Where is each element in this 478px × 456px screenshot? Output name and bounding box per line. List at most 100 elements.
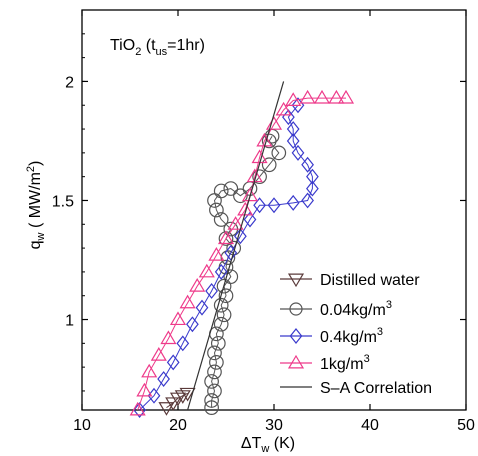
data-point	[214, 263, 228, 280]
legend-label-sa: S–A Correlation	[320, 380, 432, 397]
data-point	[313, 89, 331, 104]
data-point	[306, 168, 319, 185]
data-point	[252, 169, 267, 185]
data-point	[213, 297, 229, 313]
axis-ticks: 10 20 30 40 50 1 1.5 2	[52, 10, 475, 434]
data-point	[133, 402, 146, 418]
data-point	[265, 116, 283, 130]
legend-label-distilled-water: Distilled water	[320, 272, 420, 289]
data-point	[216, 307, 232, 323]
legend-label-04: 0.4kg/m3	[320, 326, 383, 346]
data-point	[226, 240, 242, 256]
legend-swatch-marker	[289, 302, 303, 316]
sa-correlation-line	[187, 81, 285, 411]
y-tick-label: 1.5	[52, 193, 74, 210]
data-point	[204, 374, 219, 389]
series-2	[133, 97, 319, 418]
data-point	[223, 181, 239, 196]
data-point	[179, 387, 196, 402]
data-point	[337, 89, 355, 104]
data-point	[213, 212, 229, 227]
x-tick-label: 10	[73, 417, 91, 434]
data-point	[207, 383, 222, 399]
data-point	[169, 392, 187, 407]
legend-swatch-marker	[289, 328, 303, 344]
data-point	[150, 347, 167, 361]
data-point	[271, 145, 287, 161]
series-0	[158, 387, 196, 416]
data-point	[209, 355, 224, 370]
data-point	[205, 282, 218, 299]
data-point	[218, 288, 234, 304]
series-1	[204, 128, 287, 415]
data-point	[189, 278, 206, 292]
data-point	[174, 390, 191, 404]
data-point	[179, 294, 196, 309]
data-point	[234, 228, 247, 245]
y-tick-label: 1	[65, 313, 74, 330]
data-point	[233, 188, 248, 204]
y-tick-label: 2	[65, 74, 74, 91]
data-point	[208, 247, 225, 261]
data-point	[213, 316, 229, 332]
data-point	[169, 311, 187, 326]
series-line	[137, 97, 346, 411]
data-point	[210, 335, 226, 351]
data-point	[157, 371, 170, 388]
x-axis-label: ΔTw (K)	[241, 435, 295, 455]
data-point	[160, 330, 177, 345]
data-point	[227, 216, 244, 230]
data-point	[275, 101, 292, 116]
plot-marks	[129, 81, 355, 418]
plot-frame	[81, 9, 467, 411]
data-point	[301, 192, 314, 209]
legend: Distilled water 0.04kg/m3 0.4kg/m3 1kg/m…	[280, 272, 432, 397]
x-tick-label: 40	[361, 417, 379, 434]
x-tick-label: 30	[265, 417, 283, 434]
data-point	[243, 211, 257, 228]
data-point	[213, 183, 229, 199]
data-point	[129, 401, 146, 416]
data-point	[261, 157, 277, 173]
data-point	[261, 133, 277, 149]
data-point	[166, 354, 180, 371]
data-point	[217, 230, 235, 245]
legend-swatch-marker	[287, 354, 305, 369]
legend-swatch-marker	[287, 273, 305, 288]
chart-annotation: TiO2 (tus=1hr)	[110, 37, 205, 58]
data-point	[207, 364, 222, 380]
data-point	[291, 144, 305, 161]
data-point	[176, 335, 190, 352]
data-point	[241, 187, 259, 202]
data-point	[285, 92, 302, 106]
data-point	[198, 263, 215, 278]
data-point	[286, 194, 300, 211]
legend-label-004: 0.04kg/m3	[320, 299, 392, 319]
data-point	[158, 402, 175, 416]
legend-label-1: 1kg/m3	[320, 353, 370, 373]
data-point	[253, 197, 266, 214]
data-point	[306, 180, 319, 197]
data-point	[267, 197, 281, 214]
data-point	[186, 316, 199, 333]
data-point	[204, 393, 219, 408]
data-point	[195, 299, 209, 316]
data-point	[136, 382, 153, 397]
data-point	[209, 202, 224, 218]
x-tick-label: 50	[457, 417, 475, 434]
data-point	[328, 89, 345, 104]
series-4	[187, 81, 285, 411]
data-point	[204, 400, 219, 415]
data-point	[301, 156, 314, 173]
series-line	[211, 135, 280, 408]
data-point	[207, 345, 222, 361]
data-point	[141, 363, 158, 378]
data-point	[223, 269, 239, 285]
data-point	[299, 89, 316, 104]
x-tick-label: 20	[169, 417, 187, 434]
series-line	[139, 104, 313, 411]
y-axis-label: qw ( MW/m2)	[25, 161, 47, 250]
data-point	[286, 132, 300, 149]
data-point	[286, 121, 300, 138]
